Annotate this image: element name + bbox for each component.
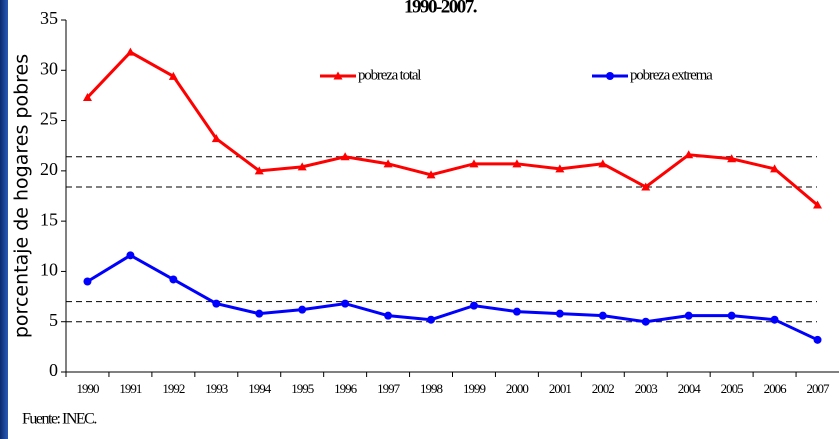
marker xyxy=(770,315,779,324)
marker xyxy=(469,301,478,310)
marker xyxy=(684,311,693,320)
chart-title: 1990-2007. xyxy=(404,0,477,17)
marker xyxy=(770,164,780,173)
x-tick-label: 1994 xyxy=(248,381,272,396)
x-tick-label: 1990 xyxy=(76,381,99,396)
x-tick-label: 2007 xyxy=(807,381,831,396)
x-tick-label: 2003 xyxy=(635,381,658,396)
x-tick-label: 1997 xyxy=(377,381,401,396)
y-tick-label: 15 xyxy=(40,209,58,229)
marker xyxy=(168,71,178,80)
y-tick-label: 35 xyxy=(40,8,58,28)
marker xyxy=(727,311,736,320)
legend-marker xyxy=(606,72,614,80)
x-tick-label: 2004 xyxy=(678,381,702,396)
x-tick-label: 2005 xyxy=(721,381,744,396)
series-line xyxy=(86,50,819,207)
marker xyxy=(555,164,565,173)
x-tick-label: 1996 xyxy=(334,381,358,396)
marker xyxy=(598,311,607,320)
marker xyxy=(555,309,564,318)
y-tick-label: 20 xyxy=(40,159,58,179)
marker xyxy=(813,335,822,344)
x-tick-label: 1995 xyxy=(291,381,314,396)
marker xyxy=(340,152,350,161)
marker xyxy=(211,134,221,143)
marker xyxy=(297,162,307,171)
legend-marker xyxy=(333,71,343,80)
y-tick-label: 0 xyxy=(49,360,58,380)
y-tick-label: 30 xyxy=(40,58,58,78)
source: Fuente: INEC. xyxy=(22,411,96,428)
y-tick-label: 5 xyxy=(49,310,58,330)
marker xyxy=(512,159,522,168)
marker xyxy=(255,309,264,318)
x-tick-label: 1999 xyxy=(463,381,486,396)
series-line xyxy=(86,253,819,342)
legend-label: pobreza total xyxy=(358,67,421,83)
marker xyxy=(341,299,350,308)
legend-label: pobreza extrema xyxy=(630,67,713,83)
y-tick-label: 10 xyxy=(40,260,58,280)
marker xyxy=(212,299,221,308)
marker xyxy=(426,170,436,179)
marker xyxy=(641,182,651,191)
x-tick-label: 2006 xyxy=(764,381,788,396)
marker xyxy=(384,311,393,320)
marker xyxy=(169,275,178,284)
marker xyxy=(83,277,92,286)
marker xyxy=(684,150,694,159)
marker xyxy=(125,47,135,56)
y-tick-label: 25 xyxy=(40,109,58,129)
marker xyxy=(512,307,521,316)
marker xyxy=(298,305,307,314)
x-tick-label: 2000 xyxy=(506,381,529,396)
marker xyxy=(82,92,92,101)
marker xyxy=(598,159,608,168)
x-tick-label: 2002 xyxy=(592,381,615,396)
marker xyxy=(641,317,650,326)
marker xyxy=(383,159,393,168)
marker xyxy=(469,159,479,168)
x-tick-label: 2001 xyxy=(549,381,572,396)
x-tick-label: 1991 xyxy=(119,381,142,396)
marker xyxy=(727,154,737,163)
y-axis-label: porcentaje de hogares pobres xyxy=(11,54,33,338)
x-tick-label: 1998 xyxy=(420,381,443,396)
marker xyxy=(427,315,436,324)
x-tick-label: 1992 xyxy=(162,381,185,396)
marker xyxy=(813,200,823,209)
marker xyxy=(126,251,135,260)
marker xyxy=(254,166,264,175)
x-tick-label: 1993 xyxy=(205,381,228,396)
side-strip xyxy=(0,0,8,439)
